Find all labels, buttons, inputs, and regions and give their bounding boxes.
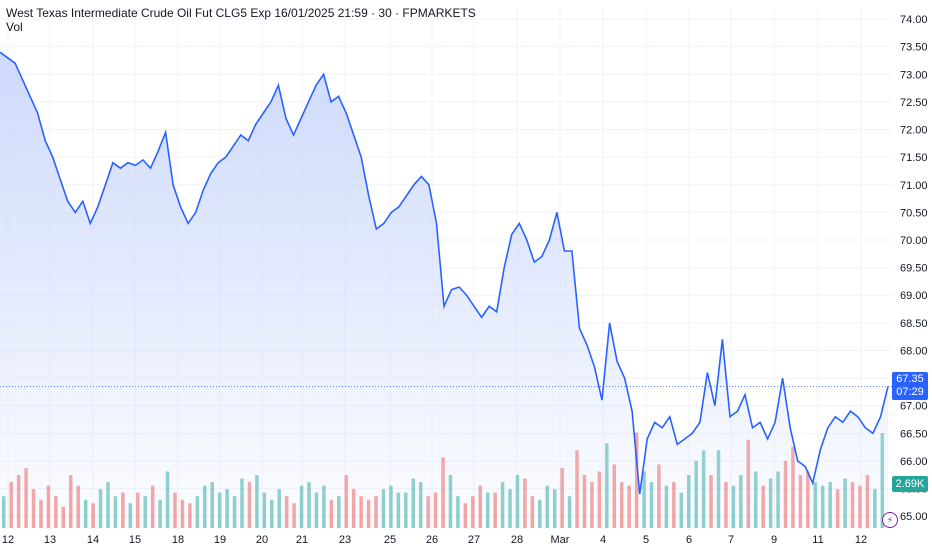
x-tick-label: 5	[643, 534, 649, 546]
y-tick-label: 68.00	[900, 345, 928, 357]
time-axis[interactable]: 12 13 14 15 18 19 20 21 23 25 26 27 28 Mar 4 5 6 7 9 11 12	[2, 534, 867, 546]
y-tick-label: 73.00	[900, 69, 928, 81]
volume-label: Vol	[6, 20, 23, 34]
bar-countdown: 07:29	[896, 386, 924, 398]
y-tick-label: 70.00	[900, 235, 928, 247]
x-tick-label: 14	[87, 534, 99, 546]
x-tick-label: 7	[728, 534, 734, 546]
y-tick-label: 65.00	[900, 511, 928, 523]
x-tick-label: 21	[296, 534, 308, 546]
y-tick-label: 67.00	[900, 401, 928, 413]
x-tick-label: 18	[172, 534, 184, 546]
y-tick-label: 66.50	[900, 428, 928, 440]
x-tick-label: 20	[256, 534, 268, 546]
x-tick-label: 12	[2, 534, 14, 546]
y-tick-label: 71.50	[900, 152, 928, 164]
x-tick-label: 19	[214, 534, 226, 546]
y-tick-label: 70.50	[900, 207, 928, 219]
x-tick-label: 9	[771, 534, 777, 546]
last-volume-badge: 2.69K	[892, 476, 928, 492]
x-tick-label: Mar	[551, 534, 570, 546]
y-tick-label: 72.50	[900, 97, 928, 109]
x-tick-label: 15	[129, 534, 141, 546]
y-tick-label: 71.00	[900, 180, 928, 192]
price-area	[0, 52, 888, 530]
y-tick-label: 73.50	[900, 42, 928, 54]
y-tick-label: 69.00	[900, 290, 928, 302]
chart-title: West Texas Intermediate Crude Oil Fut CL…	[6, 6, 476, 20]
y-tick-label: 72.00	[900, 125, 928, 137]
x-tick-label: 25	[384, 534, 396, 546]
y-tick-label: 66.00	[900, 456, 928, 468]
price-axis[interactable]: 74.00 73.50 73.00 72.50 72.00 71.50 71.00 70.50…	[900, 14, 928, 523]
last-price-value: 67.35	[896, 373, 924, 385]
x-tick-label: 28	[511, 534, 523, 546]
lightning-icon[interactable]: ⚡	[882, 512, 898, 528]
y-tick-label: 69.50	[900, 263, 928, 275]
x-tick-label: 26	[426, 534, 438, 546]
x-tick-label: 12	[855, 534, 867, 546]
x-tick-label: 13	[44, 534, 56, 546]
x-tick-label: 6	[686, 534, 692, 546]
x-tick-label: 4	[600, 534, 606, 546]
x-tick-label: 27	[468, 534, 480, 546]
x-tick-label: 23	[339, 534, 351, 546]
price-line	[0, 51, 889, 495]
y-tick-label: 68.50	[900, 318, 928, 330]
last-price-badge: 67.35 07:29	[892, 372, 928, 400]
y-tick-label: 74.00	[900, 14, 928, 26]
x-tick-label: 11	[812, 534, 823, 546]
